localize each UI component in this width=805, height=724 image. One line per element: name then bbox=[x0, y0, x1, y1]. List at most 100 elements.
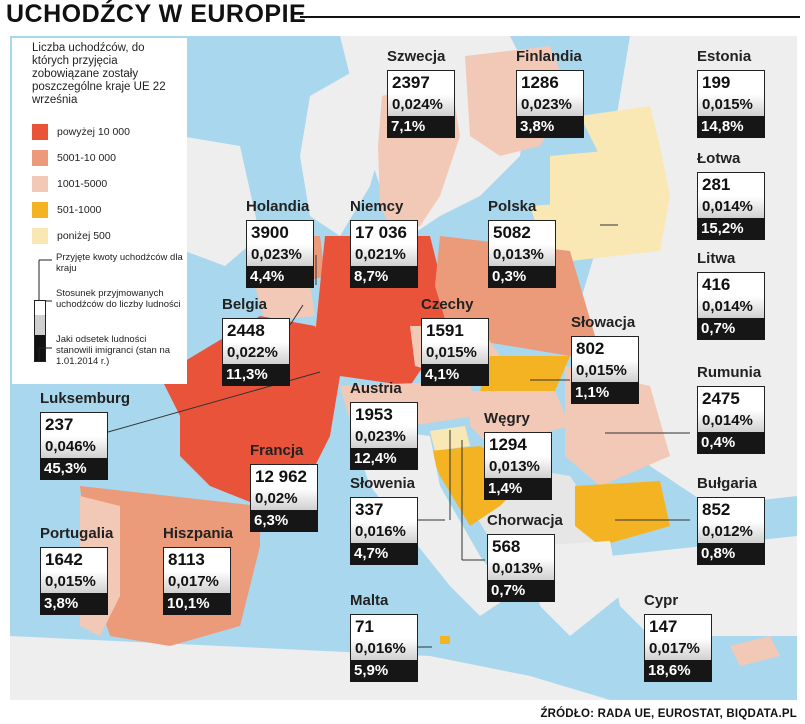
legend-key-quota-text: Przyjęte kwoty uchodźców dla kraju bbox=[56, 252, 183, 274]
legend-label: 1001-5000 bbox=[57, 177, 108, 190]
country-box-cypr: Cypr 147 0,017% 18,6% bbox=[644, 592, 712, 682]
land-norway bbox=[300, 56, 390, 236]
country-name: Litwa bbox=[697, 250, 736, 267]
country-quota: 2475 bbox=[697, 386, 765, 410]
country-quota: 852 bbox=[697, 497, 765, 521]
country-box-holandia: Holandia 3900 0,023% 4,4% bbox=[246, 198, 314, 288]
country-name: Holandia bbox=[246, 198, 310, 215]
country-immigrants: 3,8% bbox=[516, 116, 584, 138]
country-immigrants: 0,7% bbox=[487, 580, 555, 602]
country-name: Bułgaria bbox=[697, 475, 758, 492]
country-quota: 416 bbox=[697, 272, 765, 296]
country-quota: 147 bbox=[644, 614, 712, 638]
country-name: Chorwacja bbox=[487, 512, 563, 529]
country-quota: 337 bbox=[350, 497, 418, 521]
legend-item: powyżej 10 000 bbox=[32, 124, 130, 140]
country-ratio: 0,013% bbox=[487, 558, 555, 580]
country-name: Łotwa bbox=[697, 150, 741, 167]
country-name: Austria bbox=[350, 380, 402, 397]
country-box-estonia: Estonia 199 0,015% 14,8% bbox=[697, 48, 765, 138]
country-ratio: 0,024% bbox=[387, 94, 455, 116]
country-ratio: 0,014% bbox=[697, 296, 765, 318]
legend-key-ratio bbox=[35, 315, 45, 335]
legend-item: poniżej 500 bbox=[32, 228, 111, 244]
country-immigrants: 0,7% bbox=[697, 318, 765, 340]
country-ratio: 0,015% bbox=[571, 360, 639, 382]
country-ratio: 0,017% bbox=[163, 571, 231, 593]
country-box-rumunia: Rumunia 2475 0,014% 0,4% bbox=[697, 364, 765, 454]
country-immigrants: 45,3% bbox=[40, 458, 108, 480]
country-name: Węgry bbox=[484, 410, 530, 427]
country-immigrants: 4,1% bbox=[421, 364, 489, 386]
country-ratio: 0,013% bbox=[484, 456, 552, 478]
region-cypr bbox=[730, 636, 780, 666]
country-immigrants: 14,8% bbox=[697, 116, 765, 138]
country-box-polska: Polska 5082 0,013% 0,3% bbox=[488, 198, 556, 288]
land-africa bbox=[10, 636, 610, 700]
legend-key-arrows bbox=[38, 259, 52, 361]
country-ratio: 0,022% bbox=[222, 342, 290, 364]
country-name: Finlandia bbox=[516, 48, 582, 65]
country-immigrants: 7,1% bbox=[387, 116, 455, 138]
country-ratio: 0,021% bbox=[350, 244, 418, 266]
country-immigrants: 3,8% bbox=[40, 593, 108, 615]
country-quota: 568 bbox=[487, 534, 555, 558]
region-estonia bbox=[580, 106, 660, 156]
legend-swatch bbox=[32, 202, 48, 218]
legend-key-ratio-text: Stosunek przyjmowanych uchodźców do licz… bbox=[56, 288, 181, 310]
region-lotwa bbox=[550, 146, 670, 206]
country-box-czechy: Czechy 1591 0,015% 4,1% bbox=[421, 296, 489, 386]
country-name: Francja bbox=[250, 442, 304, 459]
legend-item: 5001-10 000 bbox=[32, 150, 116, 166]
country-quota: 281 bbox=[697, 172, 765, 196]
country-quota: 1286 bbox=[516, 70, 584, 94]
country-name: Polska bbox=[488, 198, 537, 215]
country-quota: 1591 bbox=[421, 318, 489, 342]
country-box-lotwa: Łotwa 281 0,014% 15,2% bbox=[697, 150, 765, 240]
legend-swatch bbox=[32, 150, 48, 166]
country-ratio: 0,014% bbox=[697, 410, 765, 432]
country-box-finlandia: Finlandia 1286 0,023% 3,8% bbox=[516, 48, 584, 138]
country-quota: 237 bbox=[40, 412, 108, 436]
country-immigrants: 15,2% bbox=[697, 218, 765, 240]
country-ratio: 0,016% bbox=[350, 638, 418, 660]
legend-swatch bbox=[32, 176, 48, 192]
legend-label: 501-1000 bbox=[57, 203, 102, 216]
region-wlochy bbox=[350, 426, 510, 616]
country-ratio: 0,023% bbox=[246, 244, 314, 266]
country-ratio: 0,046% bbox=[40, 436, 108, 458]
country-ratio: 0,013% bbox=[488, 244, 556, 266]
country-immigrants: 5,9% bbox=[350, 660, 418, 682]
country-name: Szwecja bbox=[387, 48, 446, 65]
country-name: Niemcy bbox=[350, 198, 404, 215]
country-immigrants: 11,3% bbox=[222, 364, 290, 386]
country-box-malta: Malta 71 0,016% 5,9% bbox=[350, 592, 418, 682]
country-immigrants: 1,4% bbox=[484, 478, 552, 500]
country-ratio: 0,023% bbox=[350, 426, 418, 448]
country-name: Belgia bbox=[222, 296, 268, 313]
country-quota: 802 bbox=[571, 336, 639, 360]
country-name: Estonia bbox=[697, 48, 752, 65]
country-ratio: 0,015% bbox=[40, 571, 108, 593]
country-quota: 3900 bbox=[246, 220, 314, 244]
country-immigrants: 1,1% bbox=[571, 382, 639, 404]
country-immigrants: 8,7% bbox=[350, 266, 418, 288]
country-ratio: 0,015% bbox=[421, 342, 489, 364]
legend-key-immigrants-text: Jaki odsetek ludności stanowili imigranc… bbox=[56, 334, 171, 367]
country-box-wegry: Węgry 1294 0,013% 1,4% bbox=[484, 410, 552, 500]
region-bulgaria bbox=[575, 481, 670, 546]
country-quota: 12 962 bbox=[250, 464, 318, 488]
legend-title: Liczba uchodźców, do których przyjęcia z… bbox=[32, 42, 166, 106]
country-name: Czechy bbox=[421, 296, 474, 313]
country-ratio: 0,014% bbox=[697, 196, 765, 218]
country-ratio: 0,016% bbox=[350, 521, 418, 543]
page-title: UCHODŹCY W EUROPIE bbox=[6, 0, 307, 28]
country-name: Malta bbox=[350, 592, 389, 609]
region-litwa bbox=[530, 196, 670, 261]
legend-label: powyżej 10 000 bbox=[57, 125, 130, 138]
country-immigrants: 0,3% bbox=[488, 266, 556, 288]
country-quota: 71 bbox=[350, 614, 418, 638]
country-box-austria: Austria 1953 0,023% 12,4% bbox=[350, 380, 418, 470]
country-box-bulgaria: Bułgaria 852 0,012% 0,8% bbox=[697, 475, 765, 565]
legend: Liczba uchodźców, do których przyjęcia z… bbox=[12, 38, 187, 384]
